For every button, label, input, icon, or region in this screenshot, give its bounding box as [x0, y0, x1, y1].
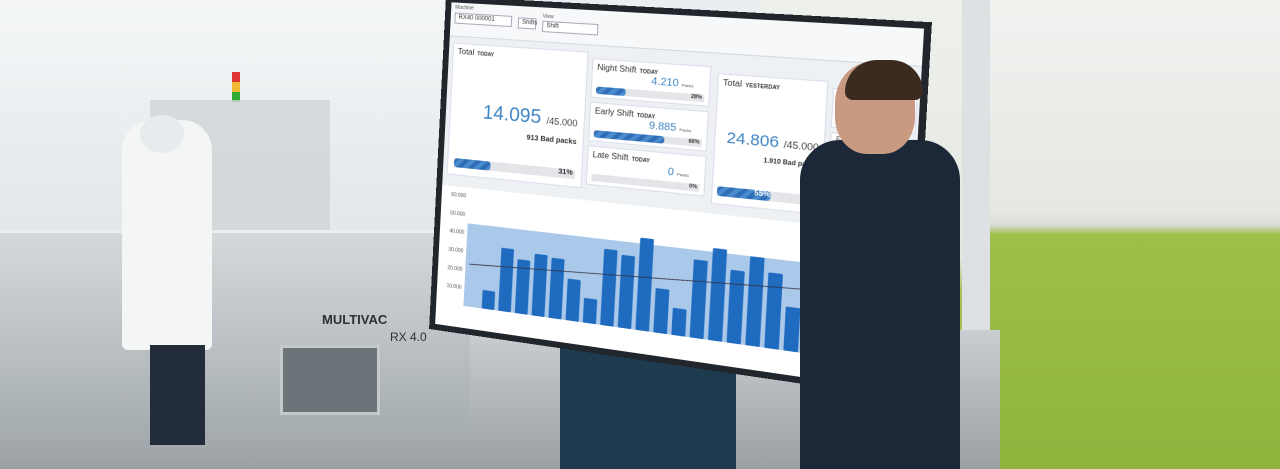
target-value: /45.000	[546, 115, 578, 129]
chart-bar	[671, 307, 687, 337]
total-value: 24.806 /45.000	[726, 128, 820, 154]
card-title: Total	[457, 46, 475, 58]
view-select[interactable]: Shift	[541, 20, 599, 36]
man-hair	[845, 60, 923, 100]
total-today-card: Total TODAY 14.095 /45.000 913 Bad packs …	[446, 42, 589, 189]
view-label: View	[542, 13, 554, 21]
shift-tag: TODAY	[631, 156, 650, 165]
production-chart: 60.000 50.000 40.000 30.000 20.000 10.000	[435, 184, 913, 392]
shift-value: 9.885 Packs	[648, 120, 692, 135]
chart-bar	[783, 306, 801, 353]
card-tag: YESTERDAY	[745, 82, 781, 92]
total-value: 14.095 /45.000	[482, 102, 578, 129]
machine-select[interactable]: RX40 000001	[454, 12, 513, 28]
packaging-machine	[0, 230, 470, 430]
shift-card: Early Shift TODAY 9.885 Packs 66%	[588, 101, 710, 152]
worker-legs	[150, 345, 205, 445]
worker-head	[140, 115, 184, 153]
y-tick-label: 20.000	[447, 265, 462, 273]
window-view-lawn	[985, 0, 1280, 469]
shifts-button[interactable]: Shifts	[517, 17, 537, 30]
man-in-blazer	[800, 140, 960, 469]
card-title: Total	[722, 77, 743, 89]
machine-brand: MULTIVAC	[322, 312, 388, 327]
shift-value: 4.210 Packs	[651, 75, 694, 90]
dashboard: Machine RX40 000001 Shifts View Shift To…	[435, 2, 925, 392]
machine-model: RX 4.0	[390, 330, 427, 344]
signal-lamp	[232, 72, 240, 102]
shift-card: Late Shift TODAY 0 Packs 0%	[585, 145, 707, 197]
shift-value: 0 Packs	[667, 166, 690, 179]
shift-title: Late Shift	[592, 149, 629, 163]
machine-window	[280, 345, 380, 415]
shift-title: Night Shift	[597, 62, 637, 75]
shift-title: Early Shift	[594, 106, 634, 119]
display-monitor: Machine RX40 000001 Shifts View Shift To…	[429, 0, 932, 400]
y-tick-label: 10.000	[446, 283, 461, 291]
chart-bar	[498, 247, 515, 313]
bad-packs: 913 Bad packs	[526, 134, 577, 147]
y-tick-label: 50.000	[450, 210, 465, 218]
progress-bar: 31%	[453, 158, 576, 180]
machine-label: Machine	[455, 4, 474, 12]
y-tick-label: 30.000	[448, 247, 463, 255]
y-tick-label: 40.000	[449, 228, 464, 236]
chart-bar	[653, 287, 670, 335]
chart-bar	[582, 297, 598, 325]
chart-bar	[565, 278, 581, 322]
worker-coat	[122, 120, 212, 350]
card-tag: TODAY	[477, 51, 495, 59]
y-tick-label: 60.000	[451, 192, 466, 200]
shift-card: Night Shift TODAY 4.210 Packs 28%	[590, 58, 712, 107]
chart-bar	[481, 289, 496, 311]
